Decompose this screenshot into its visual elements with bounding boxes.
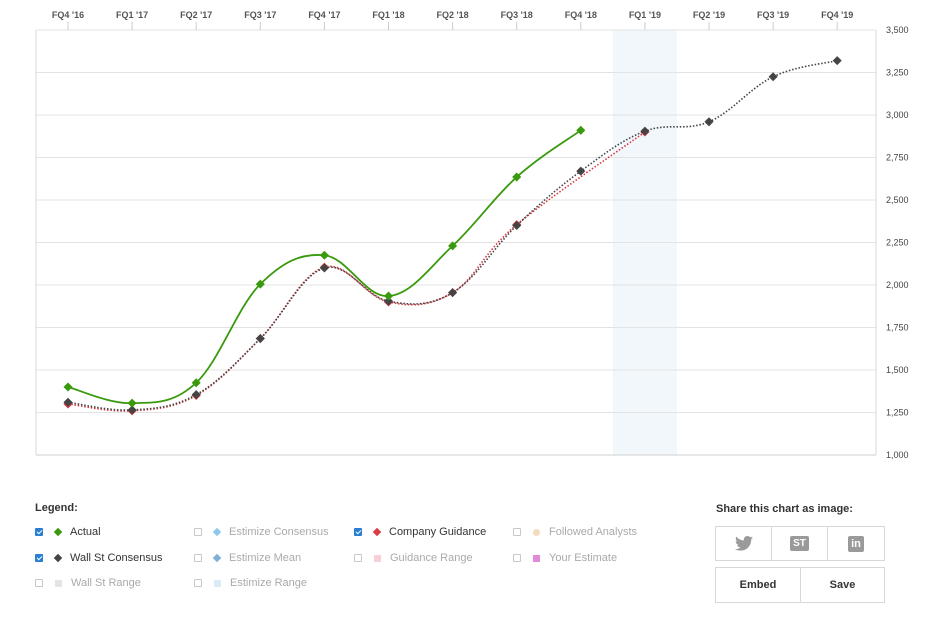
stocktwits-button[interactable]: ST: [771, 526, 828, 561]
legend-checkbox[interactable]: [354, 554, 362, 562]
y-tick-label: 2,250: [886, 238, 909, 248]
x-tick-label: FQ4 '16: [52, 10, 84, 20]
x-tick-label: FQ1 '17: [116, 10, 148, 20]
linkedin-icon: in: [848, 535, 864, 552]
share-title: Share this chart as image:: [716, 503, 853, 515]
legend-label: Estimize Mean: [229, 552, 302, 564]
legend-checkbox[interactable]: [35, 528, 43, 536]
legend-label: Estimize Range: [230, 577, 308, 589]
y-tick-label: 2,500: [886, 195, 909, 205]
legend-checkbox[interactable]: [194, 579, 202, 587]
y-tick-label: 3,250: [886, 68, 909, 78]
x-tick-label: FQ4 '18: [565, 10, 597, 20]
series-lines: [67, 59, 838, 412]
legend-label: Your Estimate: [549, 552, 618, 564]
legend-marker-icon: [55, 579, 62, 587]
legend-marker-icon: [533, 528, 540, 536]
legend-marker-icon: [212, 527, 222, 537]
legend-marker-icon: [53, 527, 63, 537]
legend-marker-icon: [53, 553, 63, 563]
wall-st-consensus-point[interactable]: [191, 390, 201, 400]
x-tick-label: FQ2 '19: [693, 10, 725, 20]
twitter-button[interactable]: [715, 526, 772, 561]
legend-label: Estimize Consensus: [229, 526, 329, 538]
y-axis-ticks: 3,500 3,250 3,000 2,750 2,500 2,250 2,000 1,750…: [886, 25, 909, 460]
embed-button[interactable]: Embed: [715, 567, 801, 603]
legend-marker-icon: [372, 527, 382, 537]
x-tick-label: FQ3 '19: [757, 10, 789, 20]
legend-item-guidance-range[interactable]: Guidance Range: [354, 551, 473, 565]
linkedin-button[interactable]: in: [827, 526, 885, 561]
legend-marker-icon: [533, 554, 540, 562]
legend-item-estimize-consensus[interactable]: Estimize Consensus: [194, 525, 329, 539]
y-tick-label: 2,750: [886, 153, 909, 163]
wall-st-consensus-line: [67, 59, 838, 411]
legend-title: Legend:: [35, 502, 78, 514]
actual-point[interactable]: [127, 398, 137, 408]
legend-checkbox[interactable]: [513, 554, 521, 562]
x-tick-label: FQ4 '19: [821, 10, 853, 20]
legend-label: Followed Analysts: [549, 526, 638, 538]
x-axis-ticks: FQ4 '16 FQ1 '17 FQ2 '17 FQ3 '17 FQ4 '17 FQ1 '…: [52, 10, 853, 30]
save-label: Save: [829, 579, 856, 591]
legend-marker-icon: [212, 553, 222, 563]
x-tick-label: FQ2 '17: [180, 10, 212, 20]
legend-checkbox[interactable]: [354, 528, 362, 536]
legend-checkbox[interactable]: [194, 528, 202, 536]
x-tick-label: FQ3 '17: [244, 10, 276, 20]
series-points: [63, 56, 842, 416]
wall-st-consensus-point[interactable]: [63, 397, 73, 407]
legend-item-actual[interactable]: Actual: [35, 525, 101, 539]
actual-point[interactable]: [383, 291, 394, 301]
legend-label: Company Guidance: [389, 526, 487, 538]
x-tick-label: FQ3 '18: [501, 10, 533, 20]
legend-item-your-estimate[interactable]: Your Estimate: [513, 551, 617, 565]
legend-checkbox[interactable]: [194, 554, 202, 562]
y-tick-label: 1,250: [886, 408, 909, 418]
legend-label: Guidance Range: [390, 552, 473, 564]
legend-checkbox[interactable]: [35, 579, 43, 587]
legend-item-wall-st-range[interactable]: Wall St Range: [35, 576, 141, 590]
wall-st-consensus-point[interactable]: [768, 72, 778, 82]
legend-checkbox[interactable]: [513, 528, 521, 536]
embed-label: Embed: [739, 579, 777, 591]
y-tick-label: 2,000: [886, 280, 909, 290]
x-tick-label: FQ4 '17: [308, 10, 340, 20]
company-guidance-line: [67, 131, 646, 412]
y-tick-label: 1,500: [886, 365, 909, 375]
twitter-icon: [734, 536, 753, 551]
legend-label: Wall St Consensus: [70, 552, 163, 564]
x-tick-label: FQ2 '18: [437, 10, 469, 20]
wall-st-consensus-point[interactable]: [832, 56, 842, 66]
actual-point[interactable]: [191, 378, 201, 388]
legend-checkbox[interactable]: [35, 554, 43, 562]
grid: [35, 29, 877, 456]
legend-marker-icon: [374, 554, 381, 562]
y-tick-label: 1,750: [886, 323, 909, 333]
y-tick-label: 3,500: [886, 25, 909, 35]
legend-item-estimize-mean[interactable]: Estimize Mean: [194, 551, 301, 565]
wall-st-consensus-point[interactable]: [127, 405, 137, 415]
legend-marker-icon: [214, 579, 221, 587]
x-tick-label: FQ1 '18: [372, 10, 404, 20]
wall-st-consensus-point[interactable]: [704, 117, 714, 127]
legend-item-wall-st-consensus[interactable]: Wall St Consensus: [35, 551, 163, 565]
stocktwits-icon: ST: [790, 536, 809, 551]
legend-label: Actual: [70, 526, 101, 538]
wall-st-consensus-point[interactable]: [319, 263, 329, 273]
earnings-chart: FQ4 '16 FQ1 '17 FQ2 '17 FQ3 '17 FQ4 '17 FQ1 '…: [35, 10, 909, 460]
wall-st-consensus-point[interactable]: [448, 288, 458, 298]
actual-point[interactable]: [63, 382, 73, 392]
legend-item-estimize-range[interactable]: Estimize Range: [194, 576, 307, 590]
legend-item-followed-analysts[interactable]: Followed Analysts: [513, 525, 637, 539]
legend-item-company-guidance[interactable]: Company Guidance: [354, 525, 486, 539]
y-tick-label: 3,000: [886, 110, 909, 120]
legend-label: Wall St Range: [71, 577, 141, 589]
save-button[interactable]: Save: [800, 567, 885, 603]
actual-point[interactable]: [319, 250, 329, 260]
x-tick-label: FQ1 '19: [629, 10, 661, 20]
y-tick-label: 1,000: [886, 450, 909, 460]
